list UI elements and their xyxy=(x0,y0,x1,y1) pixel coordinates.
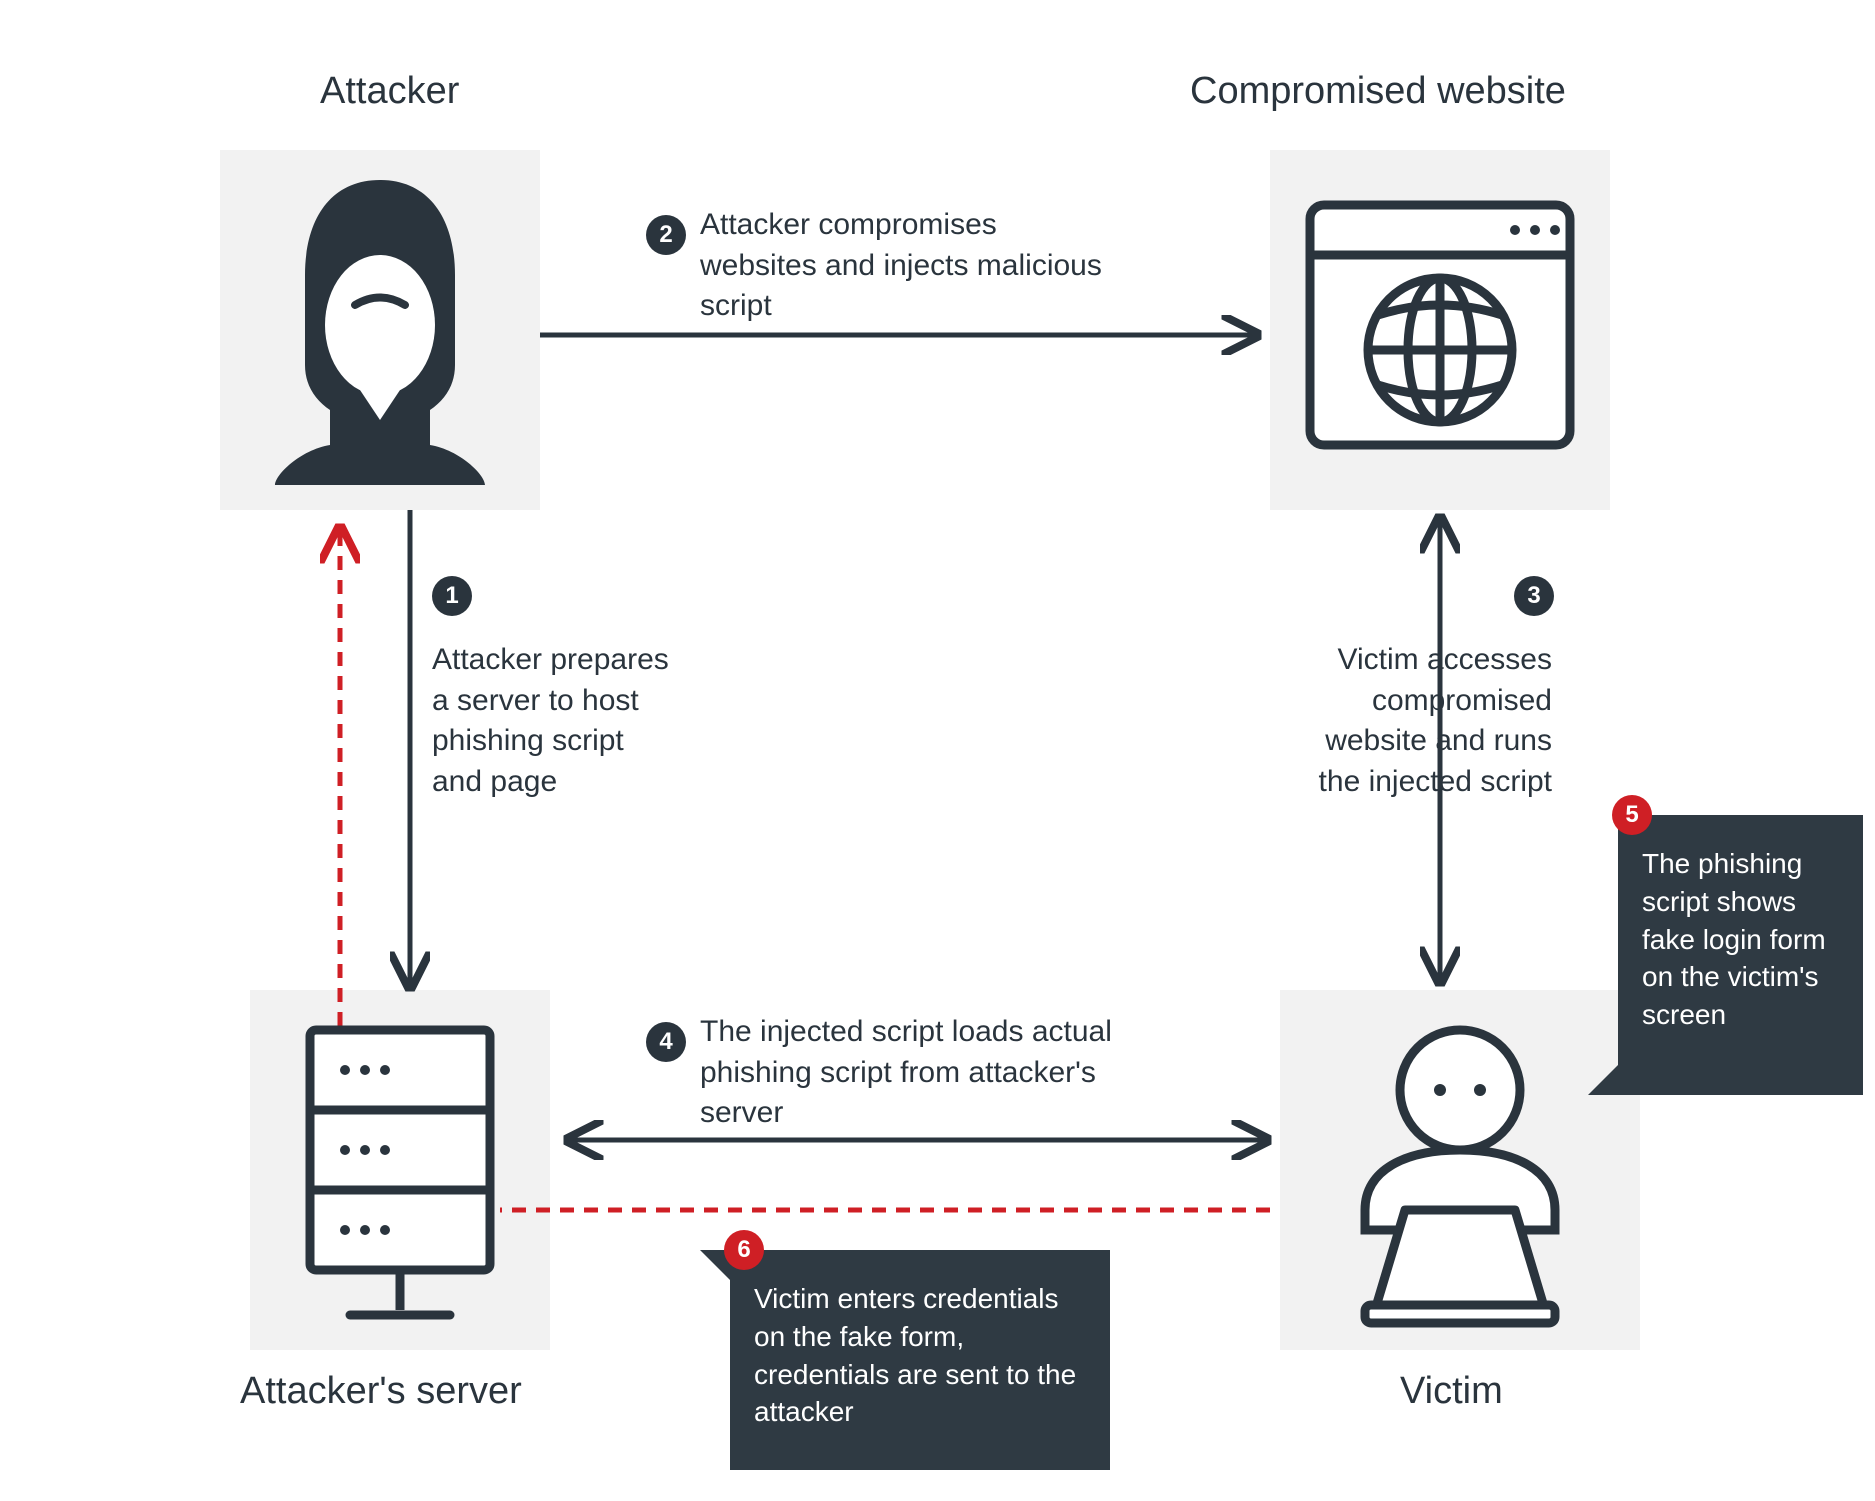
step-text-5: The phishing script shows fake login for… xyxy=(1642,845,1839,1034)
attacker-icon xyxy=(260,175,500,485)
step-text-2: Attacker compromises websites and inject… xyxy=(700,205,1120,327)
step-text-1: Attacker prepares a server to host phish… xyxy=(432,640,682,802)
node-label-attacker: Attacker xyxy=(320,70,459,113)
diagram-stage: Attacker Compromised website Attacker's … xyxy=(0,0,1875,1501)
step-badge-2: 2 xyxy=(646,215,686,255)
step-badge-3: 3 xyxy=(1514,576,1554,616)
victim-icon xyxy=(1310,1010,1610,1330)
step-badge-6: 6 xyxy=(724,1230,764,1270)
node-label-server: Attacker's server xyxy=(240,1370,522,1413)
step-text-3: Victim accesses compromised website and … xyxy=(1292,640,1552,802)
node-label-website: Compromised website xyxy=(1190,70,1566,113)
server-icon xyxy=(290,1020,510,1330)
callout-step-5: 5 The phishing script shows fake login f… xyxy=(1618,815,1863,1095)
callout-tail-icon xyxy=(1588,1065,1618,1095)
node-label-victim: Victim xyxy=(1400,1370,1503,1413)
step-text-4: The injected script loads actual phishin… xyxy=(700,1012,1130,1134)
step-badge-1: 1 xyxy=(432,576,472,616)
step-text-6: Victim enters credentials on the fake fo… xyxy=(754,1280,1086,1431)
step-badge-5: 5 xyxy=(1612,795,1652,835)
callout-step-6: 6 Victim enters credentials on the fake … xyxy=(730,1250,1110,1470)
step-badge-4: 4 xyxy=(646,1022,686,1062)
browser-globe-icon xyxy=(1300,195,1580,455)
